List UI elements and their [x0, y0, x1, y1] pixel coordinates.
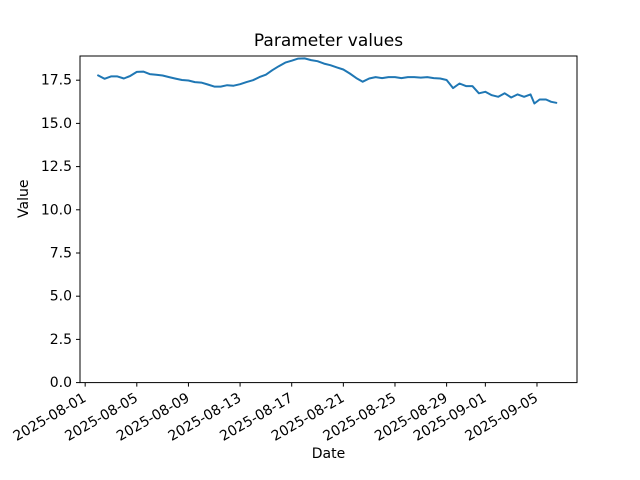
- axes-spines: [79, 55, 578, 384]
- y-tick-label: 2.5: [50, 332, 72, 348]
- data-line: [97, 57, 558, 105]
- y-tick-label: 5.0: [50, 289, 72, 305]
- y-tick-label: 17.5: [41, 73, 72, 89]
- y-tick-label: 12.5: [41, 159, 72, 175]
- y-tick-label: 10.0: [41, 202, 72, 218]
- y-tick-label: 0.0: [50, 375, 72, 391]
- y-tick-label: 7.5: [50, 245, 72, 261]
- chart-title: Parameter values: [253, 31, 404, 51]
- x-axis-title: Date: [311, 446, 346, 462]
- y-tick-label: 15.0: [41, 116, 72, 132]
